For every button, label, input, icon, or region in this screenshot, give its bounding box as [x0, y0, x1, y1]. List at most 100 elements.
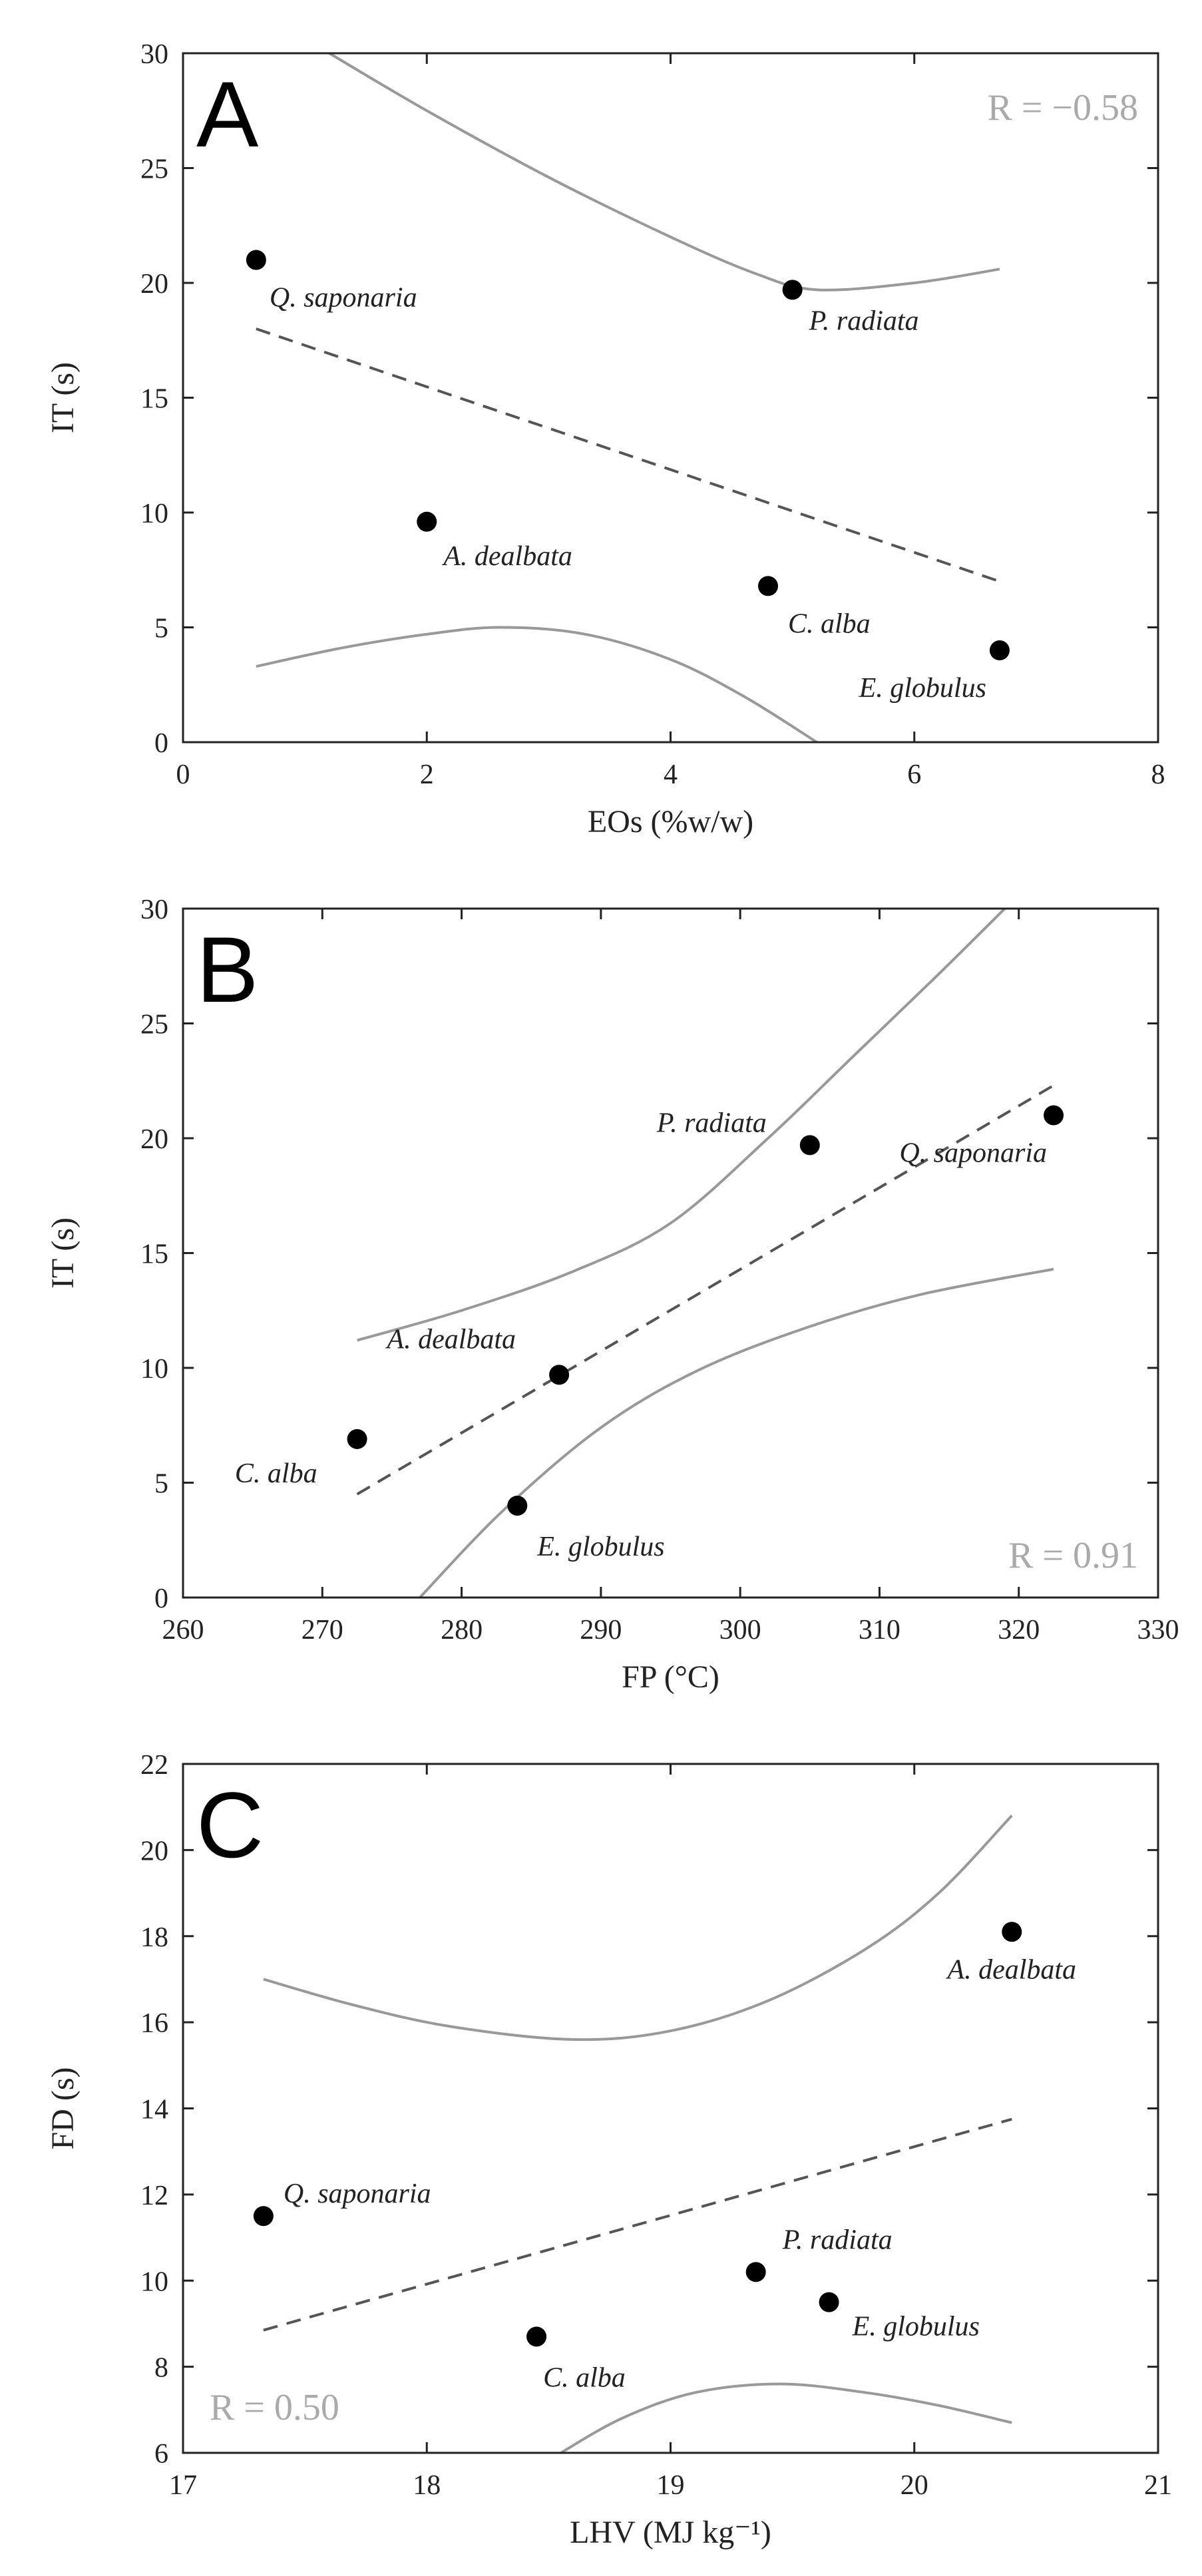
x-axis-title: FP (°C): [622, 1659, 719, 1695]
regression-line: [256, 327, 1000, 583]
y-tick-label: 10: [140, 1354, 168, 1385]
y-tick-label: 14: [140, 2095, 168, 2125]
y-tick-label: 5: [154, 1469, 168, 1500]
point-label: E. globulus: [536, 1532, 664, 1562]
y-tick-label: 6: [154, 2439, 168, 2469]
x-tick-label: 18: [413, 2470, 441, 2501]
x-axis-title: LHV (MJ kg⁻¹): [570, 2515, 771, 2550]
data-point: [799, 1135, 820, 1156]
x-tick-label: 310: [859, 1615, 901, 1645]
panel-b: P. radiata Q. saponaria A. dealbata C. alba…: [45, 895, 1179, 1695]
y-tick-label: 10: [140, 499, 168, 529]
x-tick-label: 6: [907, 759, 921, 790]
point-label: E. globulus: [852, 2312, 980, 2342]
data-point: [347, 1428, 367, 1449]
data-points: P. radiata Q. saponaria A. dealbata C. alba…: [235, 1105, 1064, 1562]
x-tick-label: 330: [1137, 1615, 1179, 1645]
x-tick-label: 260: [162, 1615, 204, 1645]
point-label: C. alba: [543, 2362, 626, 2393]
point-label: P. radiata: [809, 306, 919, 336]
point-label: A. dealbata: [441, 541, 572, 572]
point-label: P. radiata: [782, 2225, 893, 2255]
regression-line: [263, 2117, 1012, 2332]
ci-upper-curve: [263, 1815, 1013, 2041]
data-point: [526, 2326, 547, 2347]
panel-c: A. dealbata Q. saponaria P. radiata E. glob…: [45, 1750, 1172, 2550]
panel-a: Q. saponaria P. radiata A. dealbata C. alba…: [45, 39, 1165, 839]
x-tick-label: 21: [1144, 2470, 1172, 2501]
data-point: [253, 2206, 274, 2227]
x-tick-label: 2: [420, 759, 434, 790]
ci-lower-curve: [256, 626, 818, 742]
y-tick-label: 22: [140, 1750, 168, 1781]
y-tick-label: 15: [140, 384, 168, 415]
data-point: [1002, 1922, 1022, 1942]
x-tick-label: 19: [657, 2470, 685, 2501]
ci-upper-curve: [328, 53, 1000, 292]
data-point: [507, 1496, 528, 1516]
data-point: [745, 2262, 766, 2282]
x-tick-label: 270: [301, 1615, 343, 1645]
y-tick-label: 18: [140, 1922, 168, 1953]
data-point: [819, 2292, 839, 2312]
regression-line: [356, 1084, 1055, 1496]
y-axis-title: FD (s): [45, 2067, 81, 2149]
y-tick-label: 25: [140, 154, 168, 185]
plot-frame: [182, 1763, 1159, 2454]
y-tick-label: 0: [154, 1584, 168, 1614]
plot-frame: [182, 907, 1159, 1599]
panel-letter: C: [196, 1773, 264, 1877]
y-tick-label: 12: [140, 2181, 168, 2211]
point-label: P. radiata: [656, 1108, 767, 1138]
y-tick-label: 15: [140, 1239, 168, 1270]
y-tick-label: 10: [140, 2266, 168, 2297]
x-tick-label: 17: [169, 2470, 197, 2501]
x-tick-label: 300: [719, 1615, 761, 1645]
plot-frame: [182, 52, 1159, 744]
y-axis-title: IT (s): [45, 362, 81, 433]
data-points: A. dealbata Q. saponaria P. radiata E. glob…: [253, 1922, 1076, 2393]
y-tick-label: 20: [140, 269, 168, 300]
data-point: [246, 250, 266, 270]
point-label: C. alba: [788, 608, 871, 639]
data-point: [758, 576, 778, 596]
y-tick-label: 8: [154, 2353, 168, 2384]
point-label: Q. saponaria: [899, 1138, 1047, 1169]
correlation-annotation: R = 0.50: [210, 2387, 339, 2428]
x-tick-label: 0: [176, 759, 190, 790]
correlation-annotation: R = 0.91: [1008, 1535, 1138, 1576]
point-label: A. dealbata: [385, 1324, 516, 1355]
x-axis-title: EOs (%w/w): [588, 804, 753, 839]
x-tick-label: 8: [1151, 759, 1165, 790]
data-point: [549, 1365, 570, 1385]
y-tick-label: 5: [154, 614, 168, 644]
x-tick-label: 280: [441, 1615, 483, 1645]
y-axis-title: IT (s): [45, 1217, 81, 1289]
x-tick-label: 4: [664, 759, 678, 790]
point-label: C. alba: [235, 1458, 317, 1489]
y-tick-label: 0: [154, 728, 168, 759]
data-point: [989, 640, 1010, 660]
data-point: [417, 511, 437, 532]
ci-lower-curve: [419, 1267, 1054, 1598]
y-tick-label: 20: [140, 1124, 168, 1155]
y-tick-label: 30: [140, 895, 168, 925]
panel-letter: A: [196, 62, 259, 166]
point-label: A. dealbata: [945, 1954, 1076, 1985]
point-label: Q. saponaria: [270, 283, 417, 314]
y-tick-label: 25: [140, 1010, 168, 1040]
ci-upper-curve: [357, 909, 1006, 1342]
point-label: E. globulus: [859, 673, 986, 704]
x-tick-label: 20: [901, 2470, 928, 2501]
y-tick-label: 30: [140, 39, 168, 70]
data-point: [1044, 1105, 1064, 1126]
ci-lower-curve: [560, 2382, 1012, 2453]
correlation-annotation: R = −0.58: [987, 87, 1138, 128]
point-label: Q. saponaria: [284, 2179, 431, 2209]
data-point: [782, 280, 803, 300]
panel-letter: B: [196, 917, 258, 1022]
y-tick-label: 20: [140, 1836, 168, 1866]
x-tick-label: 290: [580, 1615, 622, 1645]
data-points: Q. saponaria P. radiata A. dealbata C. alba…: [246, 250, 1010, 704]
